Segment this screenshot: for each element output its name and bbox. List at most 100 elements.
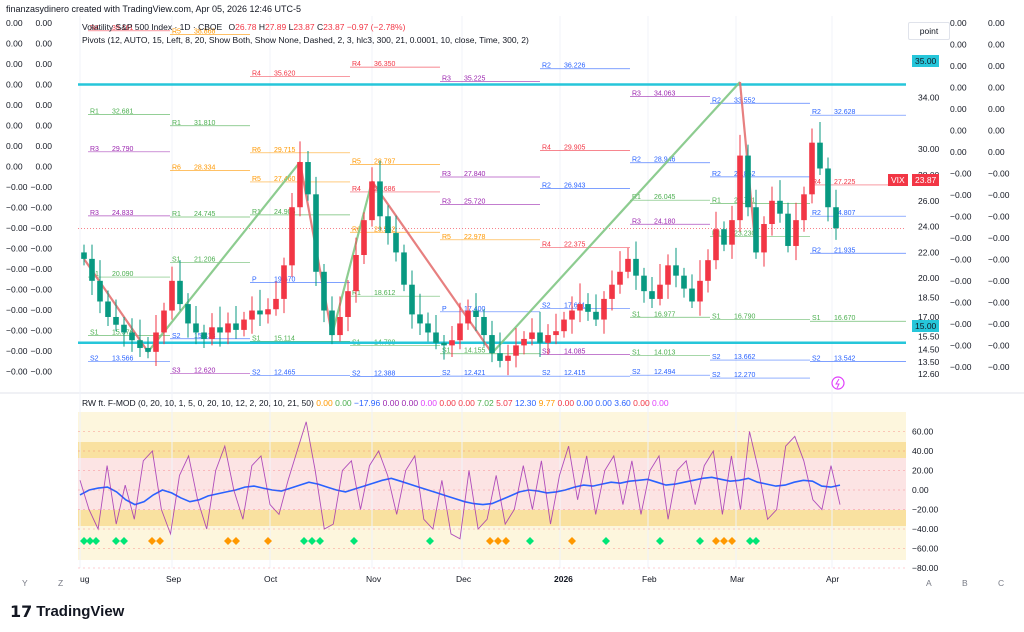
oscillator-legend[interactable]: RW ft. F-MOD (0, 20, 10, 1, 5, 0, 20, 10… (82, 398, 669, 408)
pivot-value: 16.790 (734, 314, 756, 321)
far-right-label: 0.00 (950, 61, 967, 71)
osc-values: 0.00 0.00 −17.96 0.00 0.00 0.00 0.00 0.0… (316, 398, 668, 408)
price-axis[interactable]: 34.0030.0028.0026.0024.0022.0020.0018.50… (78, 92, 940, 573)
price-tag-lower: 15.00 (912, 320, 940, 332)
pivot-value: 21.206 (194, 257, 216, 264)
pivot-tag: R5 (172, 29, 181, 36)
osc-value: 0.00 (592, 398, 612, 408)
ohlc-o-label: O (228, 22, 236, 32)
point-button[interactable]: point (908, 22, 950, 40)
pivot-tag: S2 (442, 370, 451, 377)
signal-diamond (746, 537, 754, 545)
candle-body (121, 324, 127, 333)
price-tick-label: 20.00 (918, 273, 940, 283)
signal-diamond (486, 537, 494, 545)
pivot-tag: S2 (542, 370, 551, 377)
candle-body (657, 284, 663, 299)
time-axis[interactable]: ug Sep Oct Nov Dec 2026 Feb Mar Apr (80, 574, 839, 584)
candle-body (297, 162, 303, 208)
candle-body (585, 304, 591, 312)
pivot-tag: R3 (442, 198, 451, 205)
pivot-value: 12.465 (274, 370, 296, 377)
ohlc-o: 26.78 (235, 22, 257, 32)
osc-value: 5.07 (493, 398, 513, 408)
pivot-value: 16.670 (834, 315, 856, 322)
axis-letter-a[interactable]: A (926, 578, 932, 588)
candle-body (505, 355, 511, 361)
left-axis-label-2: −0.00 (30, 182, 52, 192)
candle-body (113, 316, 119, 325)
candle-body (273, 298, 279, 310)
pivot-tag: S2 (90, 355, 99, 362)
pivot-tag: R5 (352, 159, 361, 166)
candle-body (649, 291, 655, 299)
candle-body (193, 323, 199, 333)
axis-letter-z[interactable]: Z (58, 578, 64, 588)
candle-body (569, 310, 575, 320)
candle-body (257, 310, 263, 315)
candle-body (217, 327, 223, 333)
left-axis-label-2: 0.00 (35, 100, 52, 110)
zigzag-segment (147, 161, 301, 353)
axis-letter-y[interactable]: Y (22, 578, 28, 588)
osc-value: 0.00 (455, 398, 475, 408)
osc-tick-label: −80.00 (912, 563, 939, 573)
pivot-value: 34.063 (654, 91, 676, 98)
pivots-legend[interactable]: Pivots (12, AUTO, 15, Left, 8, 20, Show … (82, 35, 529, 45)
left-axis-label-2: −0.00 (30, 367, 52, 377)
pivot-value: 22.978 (464, 234, 486, 241)
pivot-tag: R6 (172, 165, 181, 172)
pivot-tag: S2 (172, 333, 181, 340)
candle-body (753, 207, 759, 253)
far-right-label: −0.00 (950, 319, 972, 329)
pivot-tag: R2 (812, 210, 821, 217)
pivot-value: 12.620 (194, 368, 216, 375)
far-right-label: −0.00 (950, 276, 972, 286)
signal-diamond (494, 537, 502, 545)
candle-body (393, 233, 399, 253)
far-right-label: −0.00 (950, 233, 972, 243)
pivot-value: 23.230 (734, 231, 756, 238)
pivot-value: 24.807 (834, 210, 856, 217)
pivot-value: 35.620 (274, 71, 296, 78)
signal-diamond (112, 537, 120, 545)
osc-value: 0.00 (574, 398, 593, 408)
price-tick-label: 24.00 (918, 222, 940, 232)
axis-letter-c[interactable]: C (998, 578, 1005, 588)
candle-body (697, 280, 703, 302)
pivot-value: 14.155 (464, 348, 486, 355)
tradingview-logo[interactable]: 17 TradingView (10, 602, 124, 621)
far-right-label-2: 0.00 (988, 18, 1005, 28)
candle-body (233, 323, 239, 330)
left-axis-label: −0.00 (6, 223, 28, 233)
candle-body (369, 181, 375, 221)
ohlc-h-label: H (258, 22, 265, 32)
candle-body (729, 220, 735, 245)
left-axis-label: −0.00 (6, 203, 28, 213)
candle-body (713, 229, 719, 261)
header-caption: finanzasydinero created with TradingView… (6, 4, 302, 14)
pivot-tag: R3 (632, 91, 641, 98)
left-axis-label: 0.00 (6, 59, 23, 69)
pivot-value: 35.225 (464, 76, 486, 83)
candle-body (265, 309, 271, 315)
bolt-icon[interactable] (831, 376, 845, 390)
price-tick-label: 12.60 (918, 369, 940, 379)
pivot-tag: R4 (252, 71, 261, 78)
candle-body (521, 338, 527, 346)
candle-body (321, 271, 327, 311)
pivot-value: 39.161 (112, 25, 134, 32)
pivot-tag: R3 (632, 218, 641, 225)
far-right-label-2: 0.00 (988, 147, 1005, 157)
candle-body (785, 213, 791, 246)
pivot-tag: R6 (252, 147, 261, 154)
candle-body (465, 310, 471, 324)
pivot-value: 33.552 (734, 97, 756, 104)
candles (81, 122, 839, 376)
candle-body (89, 258, 95, 281)
symbol-legend[interactable]: Volatility S&P 500 Index · 1D · CBOE O26… (82, 22, 405, 32)
axis-letter-b[interactable]: B (962, 578, 968, 588)
pivot-value: 26.943 (564, 183, 586, 190)
time-tick-label: Mar (730, 574, 745, 584)
